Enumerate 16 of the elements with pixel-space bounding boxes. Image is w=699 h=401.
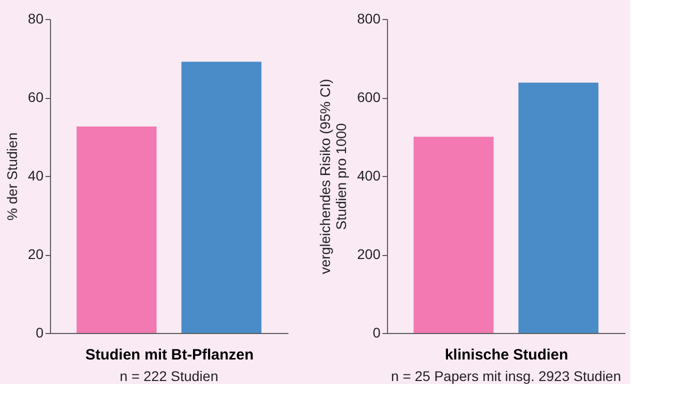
y-tick-label: 40: [28, 168, 44, 184]
x-axis-title: klinische Studien: [444, 346, 568, 364]
y-tick-label: 400: [357, 168, 381, 184]
text: n = 25 Papers mit insg. 2923 Studien: [391, 368, 621, 384]
y-tick-label: 20: [28, 246, 44, 262]
y-tick-label: 200: [357, 246, 381, 262]
y-tick-label: 0: [372, 324, 381, 340]
y-axis-title: % der Studien: [4, 132, 20, 220]
y-tick-label: 80: [28, 10, 44, 26]
y-tick-label: 800: [357, 10, 381, 26]
x-axis-title: Studien mit Bt-Pflanzen: [85, 346, 254, 364]
y-axis-title: vergleichendes Risiko (95% CI) Studien pro 1000: [317, 78, 350, 274]
y-tick-label: 60: [28, 89, 44, 105]
y-tick-label: 0: [36, 324, 44, 340]
text: n = 222 Studien: [120, 368, 218, 384]
y-tick-label: 600: [357, 89, 381, 105]
